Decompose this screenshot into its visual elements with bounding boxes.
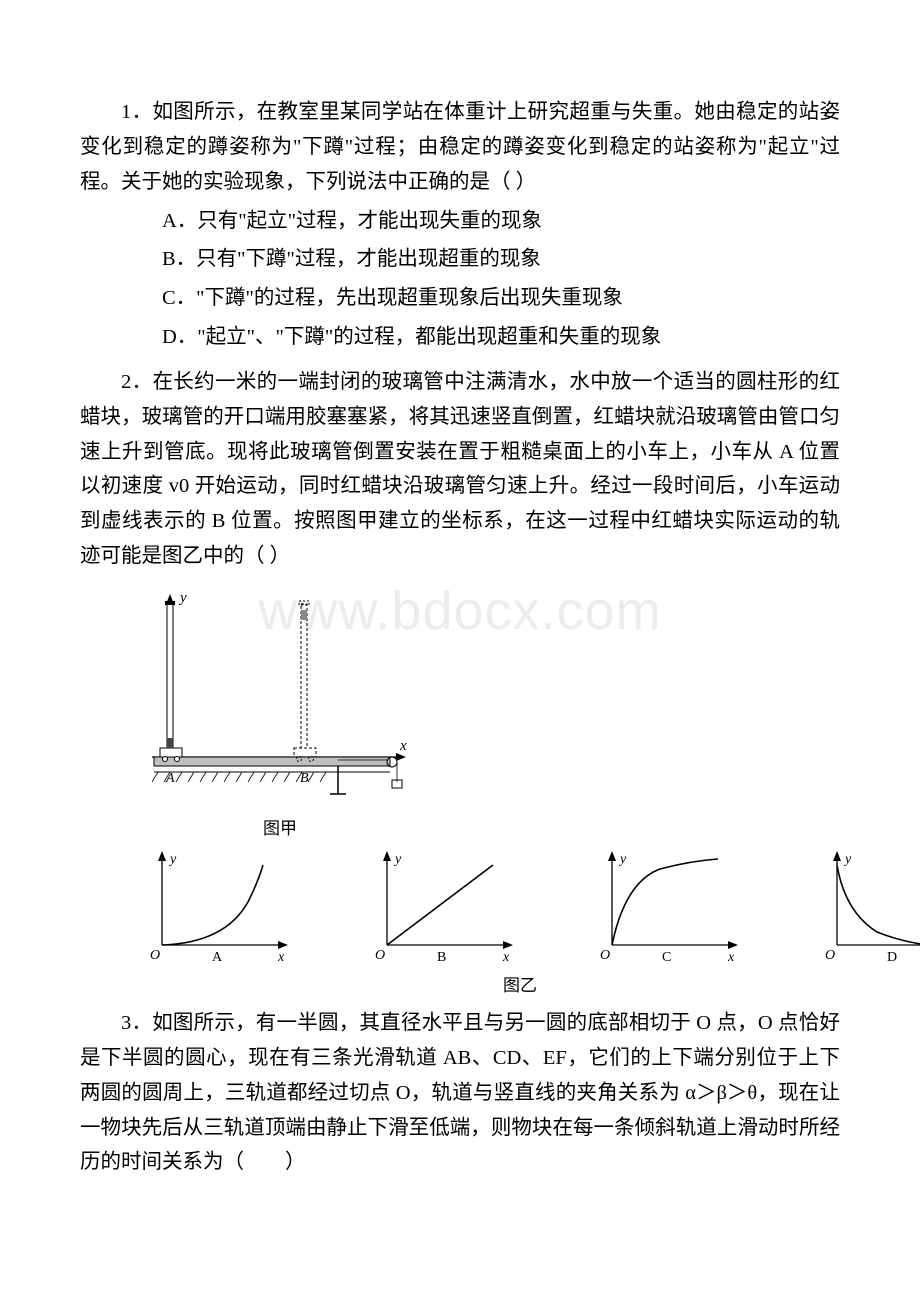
svg-text:O: O: [600, 948, 610, 963]
question-1: 1．如图所示，在教室里某同学站在体重计上研究超重与失重。她由稳定的站姿变化到稳定…: [80, 95, 840, 355]
svg-text:y: y: [393, 852, 402, 867]
svg-text:x: x: [727, 950, 735, 965]
svg-text:O: O: [825, 948, 835, 963]
q1-option-A: A．只有"起立"过程，才能出现失重的现象: [80, 204, 840, 239]
y-axis-label: y: [178, 590, 187, 606]
svg-text:C: C: [662, 950, 671, 965]
svg-text:y: y: [168, 852, 177, 867]
q2-stem: 2．在长约一米的一端封闭的玻璃管中注满清水，水中放一个适当的圆柱形的红蜡块，玻璃…: [80, 365, 840, 574]
q3-stem: 3．如图所示，有一半圆，其直径水平且与另一圆的底部相切于 O 点，O 点恰好是下…: [80, 1006, 840, 1180]
figure-yi-D: y x O D: [815, 847, 920, 967]
svg-text:y: y: [618, 852, 627, 867]
q1-option-C: C．"下蹲"的过程，先出现超重现象后出现失重现象: [80, 281, 840, 316]
svg-text:x: x: [502, 950, 510, 965]
x-axis-label: x: [399, 738, 407, 754]
svg-text:A: A: [212, 950, 223, 965]
figure-yi-label: 图乙: [140, 971, 900, 996]
svg-text:x: x: [277, 950, 285, 965]
figure-yi-A: y x O A: [140, 847, 295, 967]
figure-jia-label: 图甲: [140, 814, 420, 839]
figure-jia-block: y x: [140, 582, 840, 996]
figure-yi-C: y x O C: [590, 847, 745, 967]
figure-jia: y x: [140, 582, 420, 812]
svg-text:O: O: [150, 948, 160, 963]
question-3: 3．如图所示，有一半圆，其直径水平且与另一圆的底部相切于 O 点，O 点恰好是下…: [80, 1006, 840, 1180]
svg-text:y: y: [843, 852, 852, 867]
q1-stem: 1．如图所示，在教室里某同学站在体重计上研究超重与失重。她由稳定的站姿变化到稳定…: [80, 95, 840, 200]
label-B: B: [300, 771, 309, 786]
figure-yi-B: y x O B: [365, 847, 520, 967]
svg-text:B: B: [437, 950, 446, 965]
figure-yi-row: y x O A y x O: [140, 847, 840, 967]
q1-option-B: B．只有"下蹲"过程，才能出现超重的现象: [80, 242, 840, 277]
svg-text:D: D: [887, 950, 897, 965]
q1-option-D: D．"起立"、"下蹲"的过程，都能出现超重和失重的现象: [80, 320, 840, 355]
svg-text:O: O: [375, 948, 385, 963]
question-2: 2．在长约一米的一端封闭的玻璃管中注满清水，水中放一个适当的圆柱形的红蜡块，玻璃…: [80, 365, 840, 996]
label-A: A: [165, 771, 175, 786]
page-content: 1．如图所示，在教室里某同学站在体重计上研究超重与失重。她由稳定的站姿变化到稳定…: [80, 95, 840, 1180]
